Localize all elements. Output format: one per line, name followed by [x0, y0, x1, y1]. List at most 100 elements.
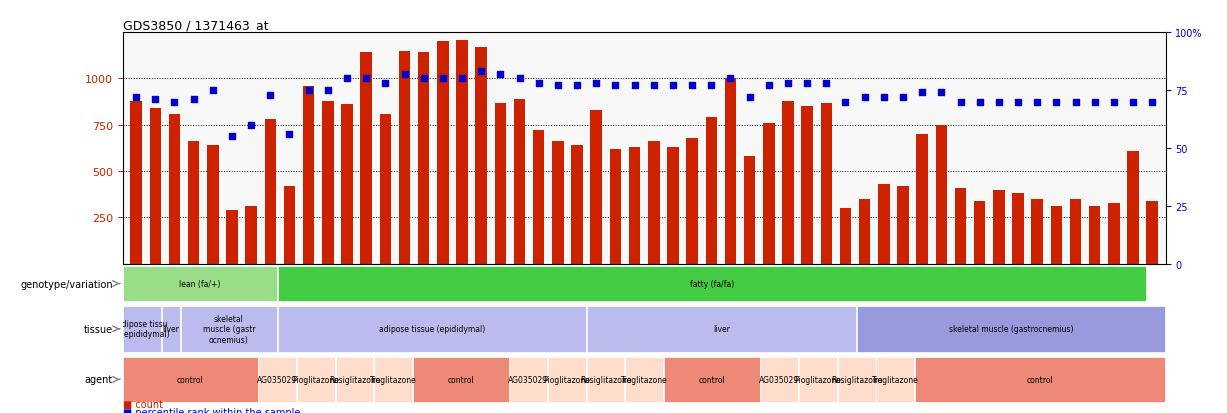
Point	[606, 83, 626, 90]
Point	[855, 95, 875, 101]
Point	[395, 71, 415, 78]
Text: liver: liver	[162, 325, 179, 333]
Bar	[514, 100, 525, 264]
Point	[433, 76, 453, 83]
Bar	[1070, 199, 1081, 264]
Bar	[533, 131, 545, 264]
Bar	[955, 188, 966, 264]
Point	[931, 90, 951, 96]
Bar	[437, 42, 449, 264]
FancyBboxPatch shape	[374, 357, 412, 402]
Bar	[801, 107, 812, 264]
Text: Pioglitazone: Pioglitazone	[544, 375, 590, 384]
Point	[337, 76, 357, 83]
Point	[548, 83, 568, 90]
FancyBboxPatch shape	[335, 357, 373, 402]
Bar	[283, 186, 296, 264]
Point	[453, 76, 472, 83]
Point	[760, 83, 779, 90]
Text: control: control	[698, 375, 725, 384]
Point	[874, 95, 893, 101]
FancyBboxPatch shape	[587, 306, 856, 352]
Point	[184, 97, 204, 103]
Text: Pioglitazone: Pioglitazone	[795, 375, 842, 384]
Point	[164, 99, 184, 106]
FancyBboxPatch shape	[856, 306, 1166, 352]
Bar	[782, 102, 794, 264]
Bar	[628, 147, 640, 264]
FancyBboxPatch shape	[587, 357, 625, 402]
Point	[529, 81, 548, 87]
FancyBboxPatch shape	[123, 266, 277, 302]
Text: adipose tissue (epididymal): adipose tissue (epididymal)	[379, 325, 485, 333]
Bar	[226, 210, 238, 264]
Bar	[361, 53, 372, 264]
Bar	[667, 147, 679, 264]
FancyBboxPatch shape	[761, 357, 799, 402]
Point	[375, 81, 395, 87]
Bar	[1012, 194, 1023, 264]
Point	[836, 99, 855, 106]
Bar	[610, 150, 621, 264]
Text: AG035029: AG035029	[760, 375, 800, 384]
Bar	[169, 114, 180, 264]
Bar	[303, 87, 314, 264]
FancyBboxPatch shape	[277, 266, 1146, 302]
Bar	[572, 146, 583, 264]
Bar	[839, 209, 852, 264]
Point	[644, 83, 664, 90]
Bar	[744, 157, 756, 264]
Point	[1142, 99, 1162, 106]
Bar	[706, 118, 717, 264]
Point	[778, 81, 798, 87]
Bar	[1108, 203, 1119, 264]
Point	[280, 131, 299, 138]
FancyBboxPatch shape	[664, 357, 760, 402]
Point	[356, 76, 375, 83]
FancyBboxPatch shape	[412, 357, 508, 402]
FancyBboxPatch shape	[162, 306, 180, 352]
Point	[260, 92, 280, 99]
Text: AG035029: AG035029	[508, 375, 548, 384]
Bar	[245, 207, 256, 264]
Bar	[725, 79, 736, 264]
FancyBboxPatch shape	[838, 357, 876, 402]
Bar	[475, 48, 487, 264]
Bar	[456, 40, 467, 264]
FancyBboxPatch shape	[123, 357, 258, 402]
Bar	[341, 105, 352, 264]
Point	[242, 122, 261, 129]
FancyBboxPatch shape	[799, 357, 837, 402]
Point	[913, 90, 933, 96]
FancyBboxPatch shape	[297, 357, 335, 402]
Bar	[399, 52, 410, 264]
Point	[951, 99, 971, 106]
Bar	[1050, 207, 1063, 264]
Point	[989, 99, 1009, 106]
Bar	[188, 142, 199, 264]
Point	[702, 83, 721, 90]
Text: Rosiglitazone: Rosiglitazone	[831, 375, 882, 384]
FancyBboxPatch shape	[915, 357, 1166, 402]
Text: liver: liver	[713, 325, 730, 333]
Point	[299, 88, 319, 94]
Point	[1027, 99, 1047, 106]
Bar	[1032, 199, 1043, 264]
Bar	[648, 142, 659, 264]
Text: Troglitazone: Troglitazone	[621, 375, 667, 384]
Point	[1085, 99, 1104, 106]
Point	[471, 69, 491, 76]
FancyBboxPatch shape	[548, 357, 585, 402]
Point	[682, 83, 702, 90]
Bar	[763, 123, 774, 264]
Text: Rosiglitazone: Rosiglitazone	[329, 375, 380, 384]
Text: Pioglitazone: Pioglitazone	[292, 375, 340, 384]
Bar	[130, 102, 142, 264]
Text: tissue: tissue	[83, 324, 113, 334]
Point	[318, 88, 337, 94]
FancyBboxPatch shape	[182, 306, 277, 352]
Text: ■ count: ■ count	[123, 399, 163, 409]
Text: GDS3850 / 1371463_at: GDS3850 / 1371463_at	[123, 19, 269, 32]
Bar	[686, 138, 698, 264]
Text: lean (fa/+): lean (fa/+)	[179, 279, 221, 288]
